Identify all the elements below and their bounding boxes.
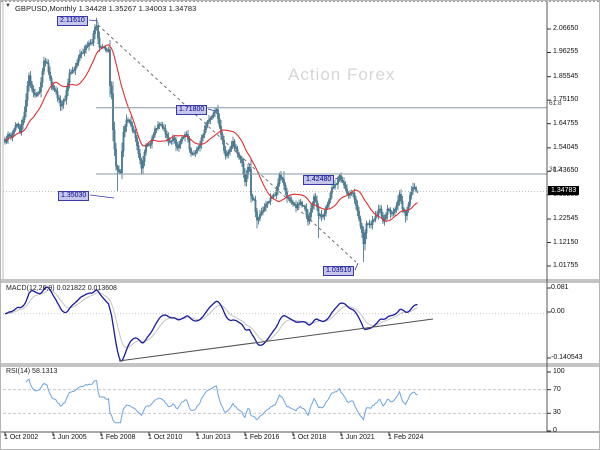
macd-axis-label: 0.00 <box>551 308 565 315</box>
x-axis-label: 1 Feb 2008 <box>100 434 136 441</box>
price-axis-label: 1.75150 <box>553 96 579 104</box>
price-tag[interactable]: 1.42480 <box>303 175 335 185</box>
fib-level-label-61.8: 61.8 <box>549 99 562 107</box>
x-axis-label: 1 Oct 2018 <box>292 434 327 441</box>
price-axis-label: 1.22545 <box>553 215 579 223</box>
price-tag[interactable]: 2.11610 <box>57 16 88 26</box>
price-tag[interactable]: 1.03510 <box>323 266 355 276</box>
price-axis-label: 1.96255 <box>553 48 579 56</box>
x-axis-label: 1 Jun 2013 <box>196 434 231 441</box>
x-axis-label: 1 Oct 2010 <box>148 434 183 441</box>
price-axis-label: 1.43650 <box>553 167 579 175</box>
chart-title-ohlc: GBPUSD,Monthly 1.34428 1.35267 1.34003 1… <box>15 4 197 13</box>
watermark: Action Forex <box>288 65 396 84</box>
symbol-dropdown-icon[interactable]: ▼ <box>5 3 11 9</box>
rsi-axis-label: 70 <box>553 385 561 393</box>
rsi-axis-label: 0 <box>553 427 557 434</box>
price-tag[interactable]: 1.71800 <box>176 105 208 115</box>
macd-axis-label: 0.081 <box>551 284 569 291</box>
price-axis-label: 1.64755 <box>553 119 579 127</box>
macd-indicator-header: MACD(12,26,9) 0.021822 0.013608 <box>6 285 117 292</box>
rsi-indicator-header: RSI(14) 58.1313 <box>6 368 58 375</box>
x-axis-label: 1 Jun 2021 <box>340 434 375 441</box>
price-axis-label: 1.01755 <box>553 261 579 269</box>
fib-level-label-38.2: 38.2 <box>549 165 562 173</box>
rsi-axis-label: 100 <box>553 368 565 375</box>
price-axis-label: 1.85545 <box>553 72 579 80</box>
price-tag[interactable]: 1.35030 <box>58 191 90 201</box>
macd-axis-label: -0.140543 <box>551 354 583 361</box>
rsi-axis-label: 30 <box>553 409 561 417</box>
x-axis-label: 1 Jun 2005 <box>52 434 87 441</box>
price-axis-label: 2.06650 <box>553 25 579 32</box>
x-axis-label: 1 Feb 2016 <box>244 434 280 441</box>
current-price-tag: 1.34783 <box>548 186 580 196</box>
price-axis-label: 1.54045 <box>553 143 579 151</box>
x-axis-label: 1 Feb 2024 <box>388 434 424 441</box>
price-axis-label: 1.12150 <box>553 238 579 246</box>
x-axis-label: 1 Oct 2002 <box>4 434 39 441</box>
